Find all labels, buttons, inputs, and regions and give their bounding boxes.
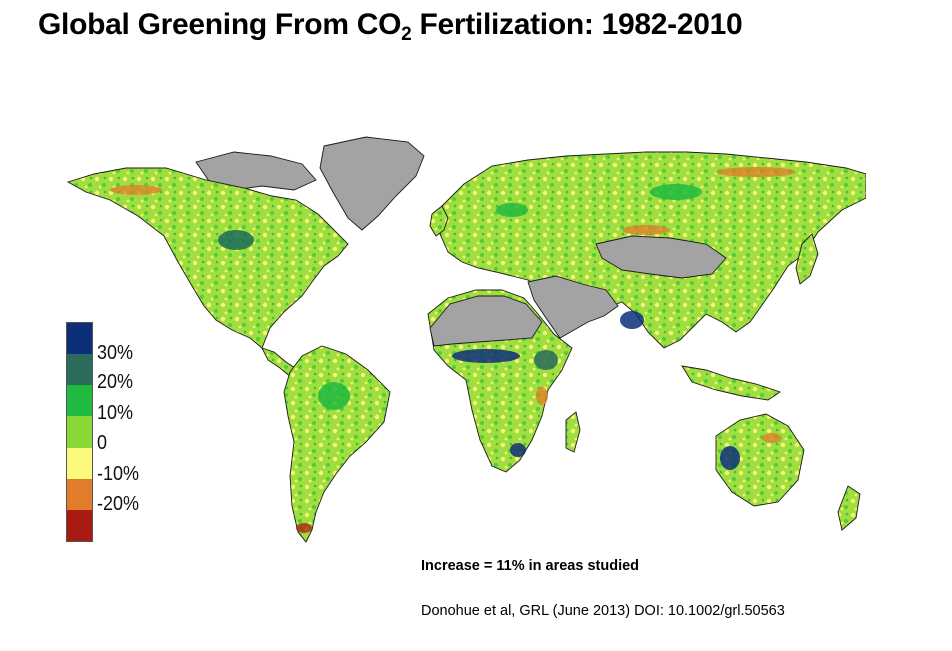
title-suffix: Fertilization: 1982-2010	[411, 8, 743, 41]
title-prefix: Global Greening From CO	[38, 8, 402, 41]
legend-swatch	[67, 385, 92, 417]
citation-text: Donohue et al, GRL (June 2013) DOI: 10.1…	[421, 603, 785, 619]
legend-label: -10%	[97, 463, 140, 485]
british-isles-region	[429, 205, 449, 237]
hotspot-india	[620, 311, 644, 329]
legend-color-bar	[66, 322, 93, 542]
greenland-region	[319, 136, 425, 231]
hotspot-amazon	[318, 382, 350, 410]
legend-label: 30%	[97, 342, 134, 364]
slide-title: Global Greening From CO2 Fertilization: …	[38, 8, 743, 45]
legend-swatch	[67, 478, 92, 510]
legend-label: 10%	[97, 402, 134, 424]
legend-label: 20%	[97, 371, 134, 393]
central-asia-desert-region	[595, 235, 727, 279]
legend-swatch	[67, 509, 92, 541]
new-zealand-region	[837, 485, 861, 531]
hotspot-east-africa	[534, 350, 558, 370]
hotspot-siberia	[650, 184, 702, 200]
madagascar-region	[565, 411, 581, 453]
browning-northern-canada	[110, 185, 162, 195]
hotspot-australia	[720, 446, 740, 470]
legend-label: 0	[97, 432, 108, 454]
japan-region	[795, 233, 819, 285]
summary-note: Increase = 11% in areas studied	[421, 558, 640, 574]
north-america-region	[66, 167, 349, 349]
legend-swatch	[67, 323, 92, 355]
browning-siberia	[716, 167, 796, 177]
world-greening-map	[66, 136, 866, 543]
browning-australia	[762, 433, 782, 443]
title-subscript: 2	[401, 24, 412, 45]
legend-swatch	[67, 447, 92, 479]
browning-central-asia	[622, 225, 670, 235]
middle-east-desert-region	[527, 275, 619, 339]
southeast-asia-islands-region	[681, 365, 782, 401]
legend-swatch	[67, 354, 92, 386]
hotspot-north-america	[218, 230, 254, 250]
hotspot-southern-africa	[510, 443, 526, 457]
hotspot-sahel	[452, 349, 520, 363]
legend-swatch	[67, 416, 92, 448]
australia-region	[715, 413, 805, 507]
browning-patagonia	[296, 523, 312, 533]
browning-east-africa	[536, 387, 548, 405]
sahara-desert-region	[429, 295, 543, 347]
south-america-region	[283, 345, 391, 543]
hotspot-europe	[496, 203, 528, 217]
legend-label: -20%	[97, 493, 140, 515]
